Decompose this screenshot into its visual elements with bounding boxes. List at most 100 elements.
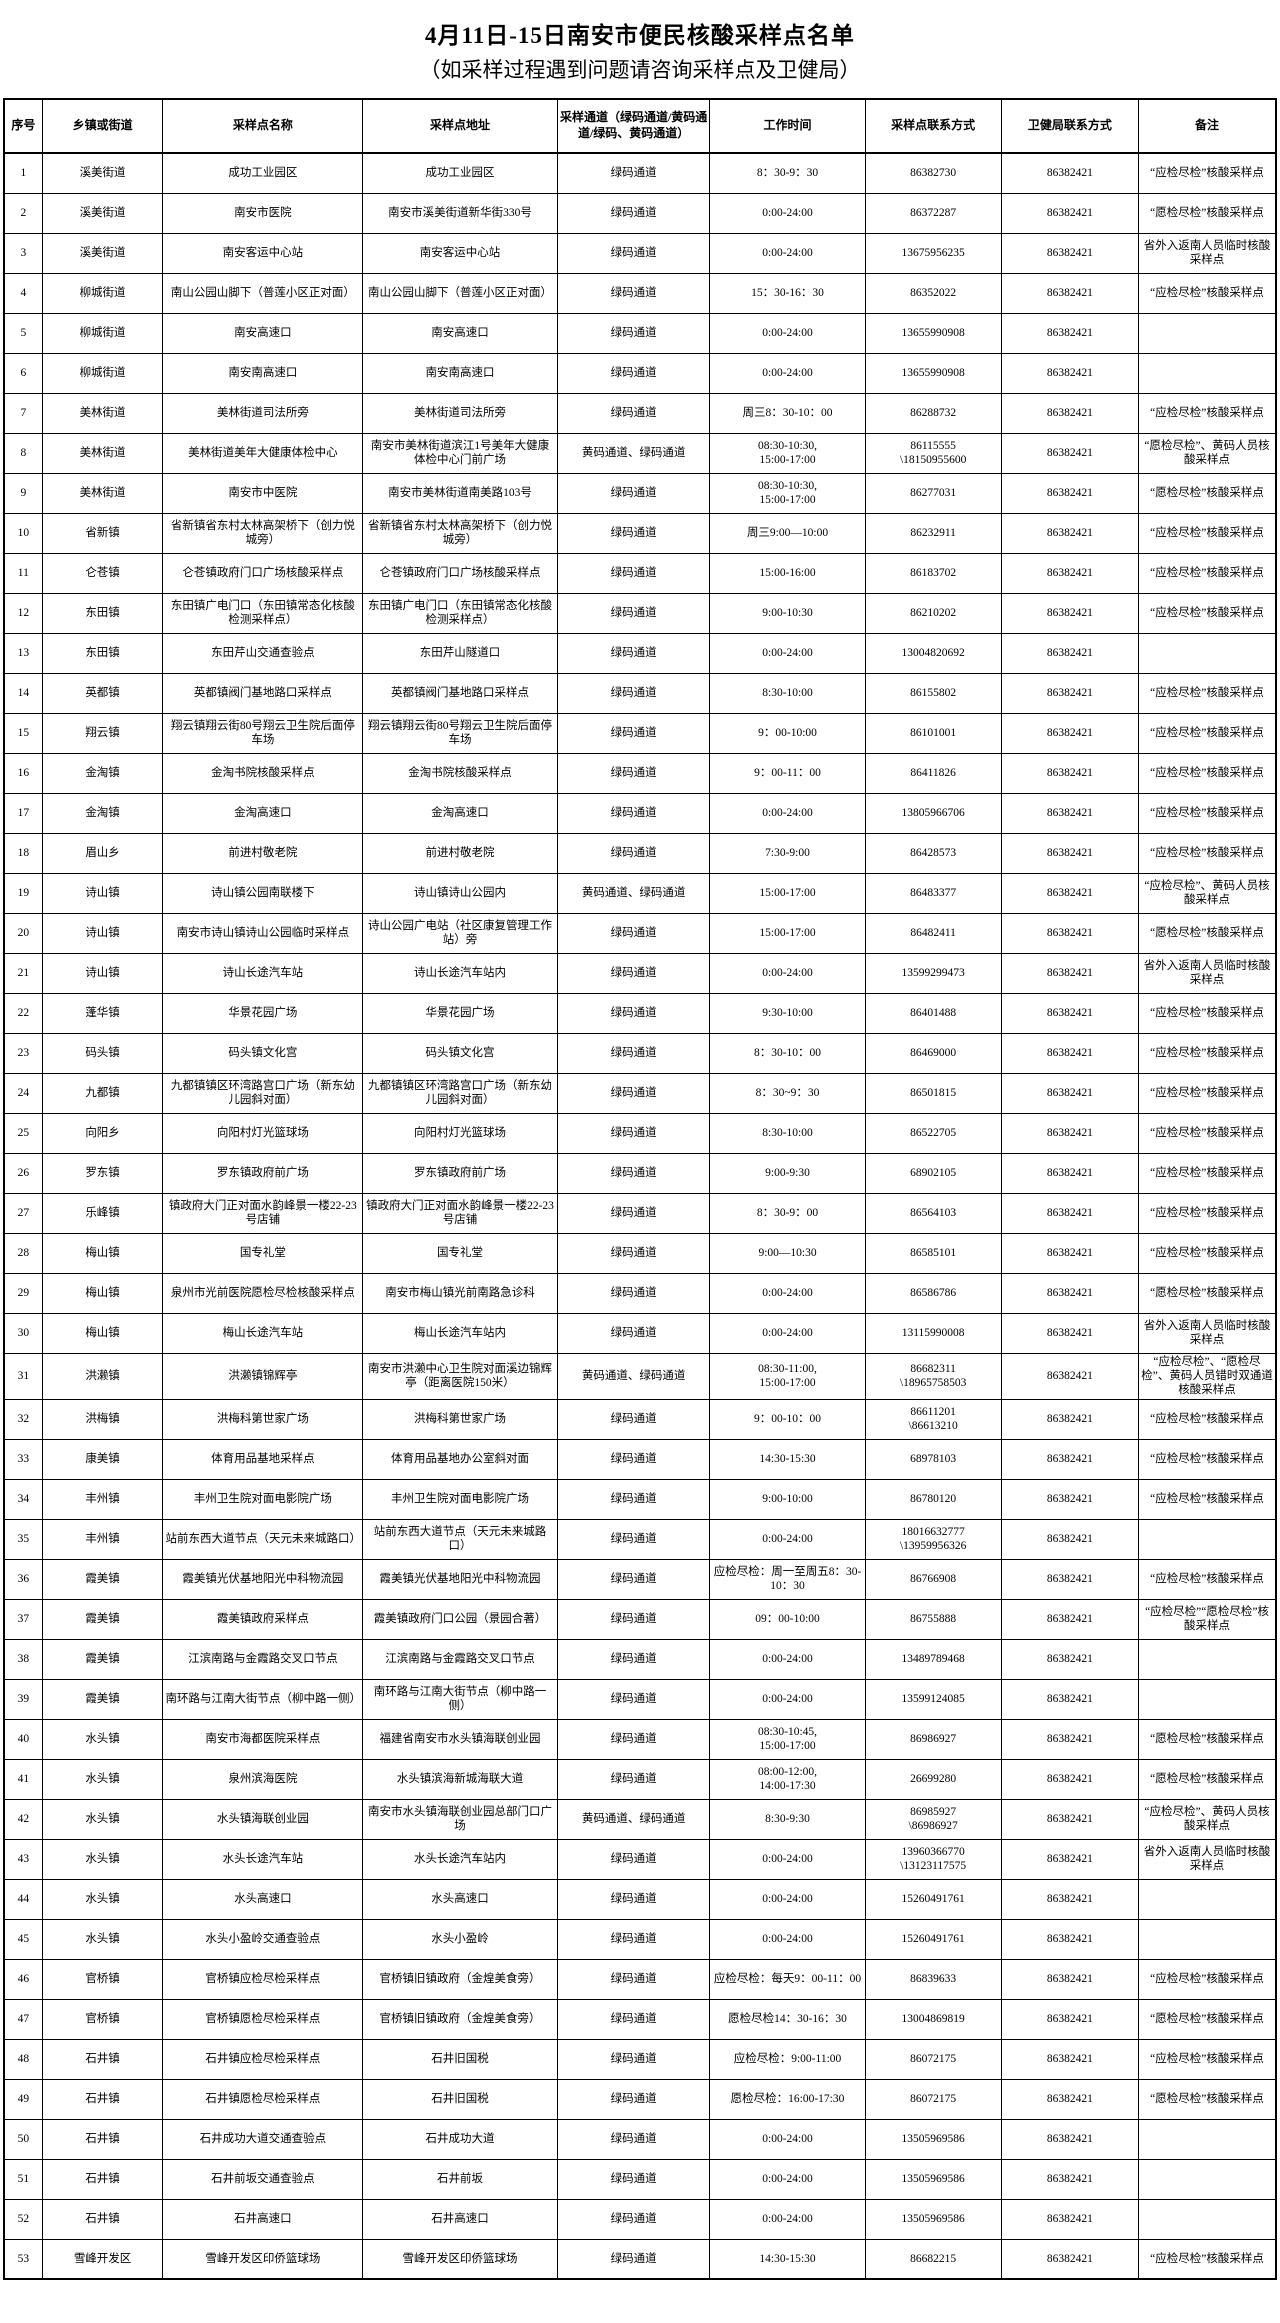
cell-row-number: 11 [3, 552, 43, 594]
cell-channel: 绿码通道 [556, 2158, 711, 2200]
cell-work-hours: 0:00-24:00 [709, 632, 866, 674]
cell-township: 雪峰开发区 [41, 2238, 164, 2280]
cell-channel: 绿码通道 [556, 1112, 711, 1154]
cell-township: 柳城街道 [41, 312, 164, 354]
cell-site-address: 梅山长途汽车站内 [362, 1312, 558, 1354]
cell-row-number: 32 [3, 1398, 43, 1440]
cell-site-contact: 13004869819 [864, 1998, 1002, 2040]
cell-site-name: 九都镇镇区环湾路宫口广场（新东幼儿园斜对面） [162, 1072, 364, 1114]
cell-row-number: 7 [3, 392, 43, 434]
table-row: 34 丰州镇 丰州卫生院对面电影院广场 丰州卫生院对面电影院广场 绿码通道 9:00-10… [3, 1478, 1277, 1520]
cell-row-number: 12 [3, 592, 43, 634]
cell-site-name: 南安高速口 [162, 312, 364, 354]
table-row: 14 英都镇 英都镇阀门基地路口采样点 英都镇阀门基地路口采样点 绿码通道 8:30-10… [3, 672, 1277, 714]
cell-township: 石井镇 [41, 2078, 164, 2120]
table-row: 29 梅山镇 泉州市光前医院愿检尽检核酸采样点 南安市梅山镇光前南路急诊科 绿码通道 0:… [3, 1272, 1277, 1314]
cell-channel: 绿码通道 [556, 1152, 711, 1194]
cell-remark [1138, 312, 1277, 354]
cell-site-name: 东田镇广电门口（东田镇常态化核酸检测采样点） [162, 592, 364, 634]
cell-row-number: 25 [3, 1112, 43, 1154]
cell-work-hours: 08:30-10:30, 15:00-17:00 [709, 432, 866, 474]
cell-work-hours: 0:00-24:00 [709, 1518, 866, 1560]
cell-health-bureau-contact: 86382421 [1000, 1598, 1140, 1640]
cell-site-contact: 86469000 [864, 1032, 1002, 1074]
cell-channel: 绿码通道 [556, 912, 711, 954]
table-row: 19 诗山镇 诗山镇公园南联楼下 诗山镇诗山公园内 黄码通道、绿码通道 15:00-17:… [3, 872, 1277, 914]
cell-row-number: 28 [3, 1232, 43, 1274]
cell-remark: “愿检尽检”核酸采样点 [1138, 1758, 1277, 1800]
cell-township: 石井镇 [41, 2158, 164, 2200]
cell-site-name: 镇政府大门正对面水韵峰景一楼22-23号店铺 [162, 1192, 364, 1234]
cell-site-name: 罗东镇政府前广场 [162, 1152, 364, 1194]
cell-channel: 绿码通道 [556, 1678, 711, 1720]
cell-site-address: 金淘高速口 [362, 792, 558, 834]
cell-township: 仑苍镇 [41, 552, 164, 594]
cell-channel: 黄码通道、绿码通道 [556, 1352, 711, 1400]
table-row: 7 美林街道 美林街道司法所旁 美林街道司法所旁 绿码通道 周三8：30-10：00 862… [3, 392, 1277, 434]
table-row: 20 诗山镇 南安市诗山镇诗山公园临时采样点 诗山公园广电站（社区康复管理工作站）旁绿… [3, 912, 1277, 954]
cell-remark: “愿检尽检”核酸采样点 [1138, 1998, 1277, 2040]
cell-site-contact: 86372287 [864, 192, 1002, 234]
cell-site-name: 霞美镇政府采样点 [162, 1598, 364, 1640]
cell-township: 水头镇 [41, 1798, 164, 1840]
cell-township: 金淘镇 [41, 752, 164, 794]
cell-site-address: 霞美镇政府门口公园（景园合著） [362, 1598, 558, 1640]
table-row: 24 九都镇 九都镇镇区环湾路宫口广场（新东幼儿园斜对面） 九都镇镇区环湾路宫口广场（… [3, 1072, 1277, 1114]
cell-township: 溪美街道 [41, 152, 164, 194]
cell-remark: “应检尽检”核酸采样点 [1138, 2238, 1277, 2280]
cell-site-contact: 86585101 [864, 1232, 1002, 1274]
cell-work-hours: 0:00-24:00 [709, 2158, 866, 2200]
sampling-points-table: 序号 乡镇或街道 采样点名称 采样点地址 采样通道（绿码通道/黄码通道/绿码、黄码通道）… [3, 98, 1277, 2281]
cell-channel: 绿码通道 [556, 192, 711, 234]
cell-work-hours: 0:00-24:00 [709, 952, 866, 994]
cell-channel: 绿码通道 [556, 1518, 711, 1560]
cell-remark: “愿检尽检”核酸采样点 [1138, 472, 1277, 514]
cell-work-hours: 0:00-24:00 [709, 1272, 866, 1314]
cell-work-hours: 0:00-24:00 [709, 1638, 866, 1680]
cell-site-address: 雪峰开发区印侨篮球场 [362, 2238, 558, 2280]
cell-health-bureau-contact: 86382421 [1000, 1798, 1140, 1840]
cell-row-number: 21 [3, 952, 43, 994]
cell-remark: 省外入返南人员临时核酸采样点 [1138, 952, 1277, 994]
cell-site-address: 水头镇滨海新城海联大道 [362, 1758, 558, 1800]
cell-health-bureau-contact: 86382421 [1000, 1758, 1140, 1800]
cell-health-bureau-contact: 86382421 [1000, 152, 1140, 194]
cell-remark: “应检尽检”核酸采样点 [1138, 1232, 1277, 1274]
cell-site-address: 镇政府大门正对面水韵峰景一楼22-23号店铺 [362, 1192, 558, 1234]
cell-remark: “应检尽检”核酸采样点 [1138, 1072, 1277, 1114]
cell-site-name: 石井前坂交通查验点 [162, 2158, 364, 2200]
cell-site-contact: 15260491761 [864, 1918, 1002, 1960]
cell-work-hours: 0:00-24:00 [709, 1678, 866, 1720]
cell-row-number: 14 [3, 672, 43, 714]
cell-site-address: 体育用品基地办公室斜对面 [362, 1438, 558, 1480]
cell-site-contact: 13489789468 [864, 1638, 1002, 1680]
cell-site-name: 南安南高速口 [162, 352, 364, 394]
cell-row-number: 26 [3, 1152, 43, 1194]
cell-site-name: 体育用品基地采样点 [162, 1438, 364, 1480]
header-row: 序号 乡镇或街道 采样点名称 采样点地址 采样通道（绿码通道/黄码通道/绿码、黄码通道）… [3, 98, 1277, 154]
cell-channel: 绿码通道 [556, 312, 711, 354]
cell-site-address: 石井成功大道 [362, 2118, 558, 2160]
cell-row-number: 10 [3, 512, 43, 554]
cell-site-address: 南安市溪美街道新华街330号 [362, 192, 558, 234]
cell-remark: “应检尽检”核酸采样点 [1138, 992, 1277, 1034]
cell-township: 霞美镇 [41, 1558, 164, 1600]
cell-row-number: 16 [3, 752, 43, 794]
cell-channel: 黄码通道、绿码通道 [556, 872, 711, 914]
cell-work-hours: 15:00-16:00 [709, 552, 866, 594]
table-row: 35 丰州镇 站前东西大道节点（天元未来城路口） 站前东西大道节点（天元未来城路口）绿… [3, 1518, 1277, 1560]
cell-site-address: 江滨南路与金霞路交叉口节点 [362, 1638, 558, 1680]
cell-site-contact: 13599124085 [864, 1678, 1002, 1720]
cell-health-bureau-contact: 86382421 [1000, 1918, 1140, 1960]
page-subtitle: （如采样过程遇到问题请咨询采样点及卫健局） [419, 58, 861, 82]
cell-site-address: 国专礼堂 [362, 1232, 558, 1274]
cell-remark: “应检尽检”核酸采样点 [1138, 792, 1277, 834]
table-row: 12 东田镇 东田镇广电门口（东田镇常态化核酸检测采样点） 东田镇广电门口（东田镇常态… [3, 592, 1277, 634]
cell-township: 洪梅镇 [41, 1398, 164, 1440]
cell-channel: 绿码通道 [556, 1192, 711, 1234]
cell-site-contact: 86839633 [864, 1958, 1002, 2000]
cell-remark: “应检尽检”核酸采样点 [1138, 272, 1277, 314]
table-row: 48 石井镇 石井镇应检尽检采样点 石井旧国税 绿码通道 应检尽检：9:00-11:00 8… [3, 2038, 1277, 2080]
cell-site-address: 成功工业园区 [362, 152, 558, 194]
cell-site-contact: 86288732 [864, 392, 1002, 434]
